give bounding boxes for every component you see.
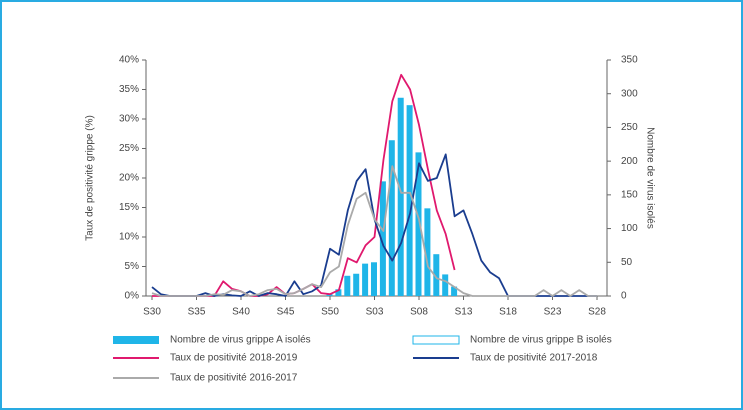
bar bbox=[397, 97, 404, 296]
y-tick-label: 25% bbox=[119, 143, 139, 154]
x-tick-label: S45 bbox=[277, 307, 295, 318]
legend-swatch bbox=[113, 336, 159, 344]
legend-swatch bbox=[412, 335, 460, 345]
line bbox=[151, 165, 597, 297]
x-tick-label: S13 bbox=[455, 307, 473, 318]
bar bbox=[424, 208, 431, 296]
legend-label: Nombre de virus grippe A isolés bbox=[170, 335, 311, 346]
y-tick-label: 0% bbox=[125, 291, 140, 302]
y2-tick-label: 250 bbox=[621, 122, 638, 133]
y2-tick-label: 50 bbox=[621, 257, 633, 268]
x-tick-label: S35 bbox=[188, 307, 206, 318]
bar bbox=[388, 140, 395, 296]
bar bbox=[379, 181, 386, 296]
legend-label: Taux de positivité 2017-2018 bbox=[470, 353, 598, 364]
y-tick-label: 10% bbox=[119, 232, 139, 243]
bar bbox=[344, 275, 351, 296]
x-tick-label: S30 bbox=[143, 307, 161, 318]
y-tick-label: 35% bbox=[119, 84, 139, 95]
x-tick-label: S23 bbox=[544, 307, 562, 318]
y2-tick-label: 0 bbox=[621, 291, 627, 302]
y2-tick-label: 100 bbox=[621, 223, 638, 234]
y2-tick-label: 150 bbox=[621, 189, 638, 200]
bar bbox=[442, 274, 449, 296]
bar bbox=[451, 286, 458, 296]
bar bbox=[335, 289, 342, 296]
bar bbox=[415, 152, 422, 296]
y-tick-label: 15% bbox=[119, 202, 139, 213]
bar bbox=[371, 262, 377, 296]
y2-tick-label: 300 bbox=[621, 88, 638, 99]
y-tick-label: 20% bbox=[119, 173, 139, 184]
x-tick-label: S03 bbox=[366, 307, 384, 318]
bar bbox=[362, 263, 369, 296]
x-tick-label: S08 bbox=[410, 307, 428, 318]
bar bbox=[353, 273, 360, 296]
x-tick-label: S40 bbox=[232, 307, 250, 318]
bar bbox=[433, 254, 440, 296]
legend-label: Taux de positivité 2018-2019 bbox=[170, 353, 298, 364]
y2-tick-label: 200 bbox=[621, 156, 638, 167]
legend-label: Taux de positivité 2016-2017 bbox=[170, 373, 298, 384]
y-tick-label: 40% bbox=[119, 55, 139, 66]
y-axis-title: Taux de positivité grippe (%) bbox=[85, 115, 96, 241]
x-tick-label: S28 bbox=[588, 307, 606, 318]
x-tick-label: S50 bbox=[321, 307, 339, 318]
y2-tick-label: 350 bbox=[621, 55, 638, 66]
y-tick-label: 30% bbox=[119, 114, 139, 125]
y-tick-label: 5% bbox=[125, 261, 140, 272]
legend-label: Nombre de virus grippe B isolés bbox=[470, 335, 612, 346]
x-tick-label: S18 bbox=[499, 307, 517, 318]
bar bbox=[406, 105, 413, 296]
y2-axis-title: Nombre de virus isolés bbox=[644, 127, 655, 229]
